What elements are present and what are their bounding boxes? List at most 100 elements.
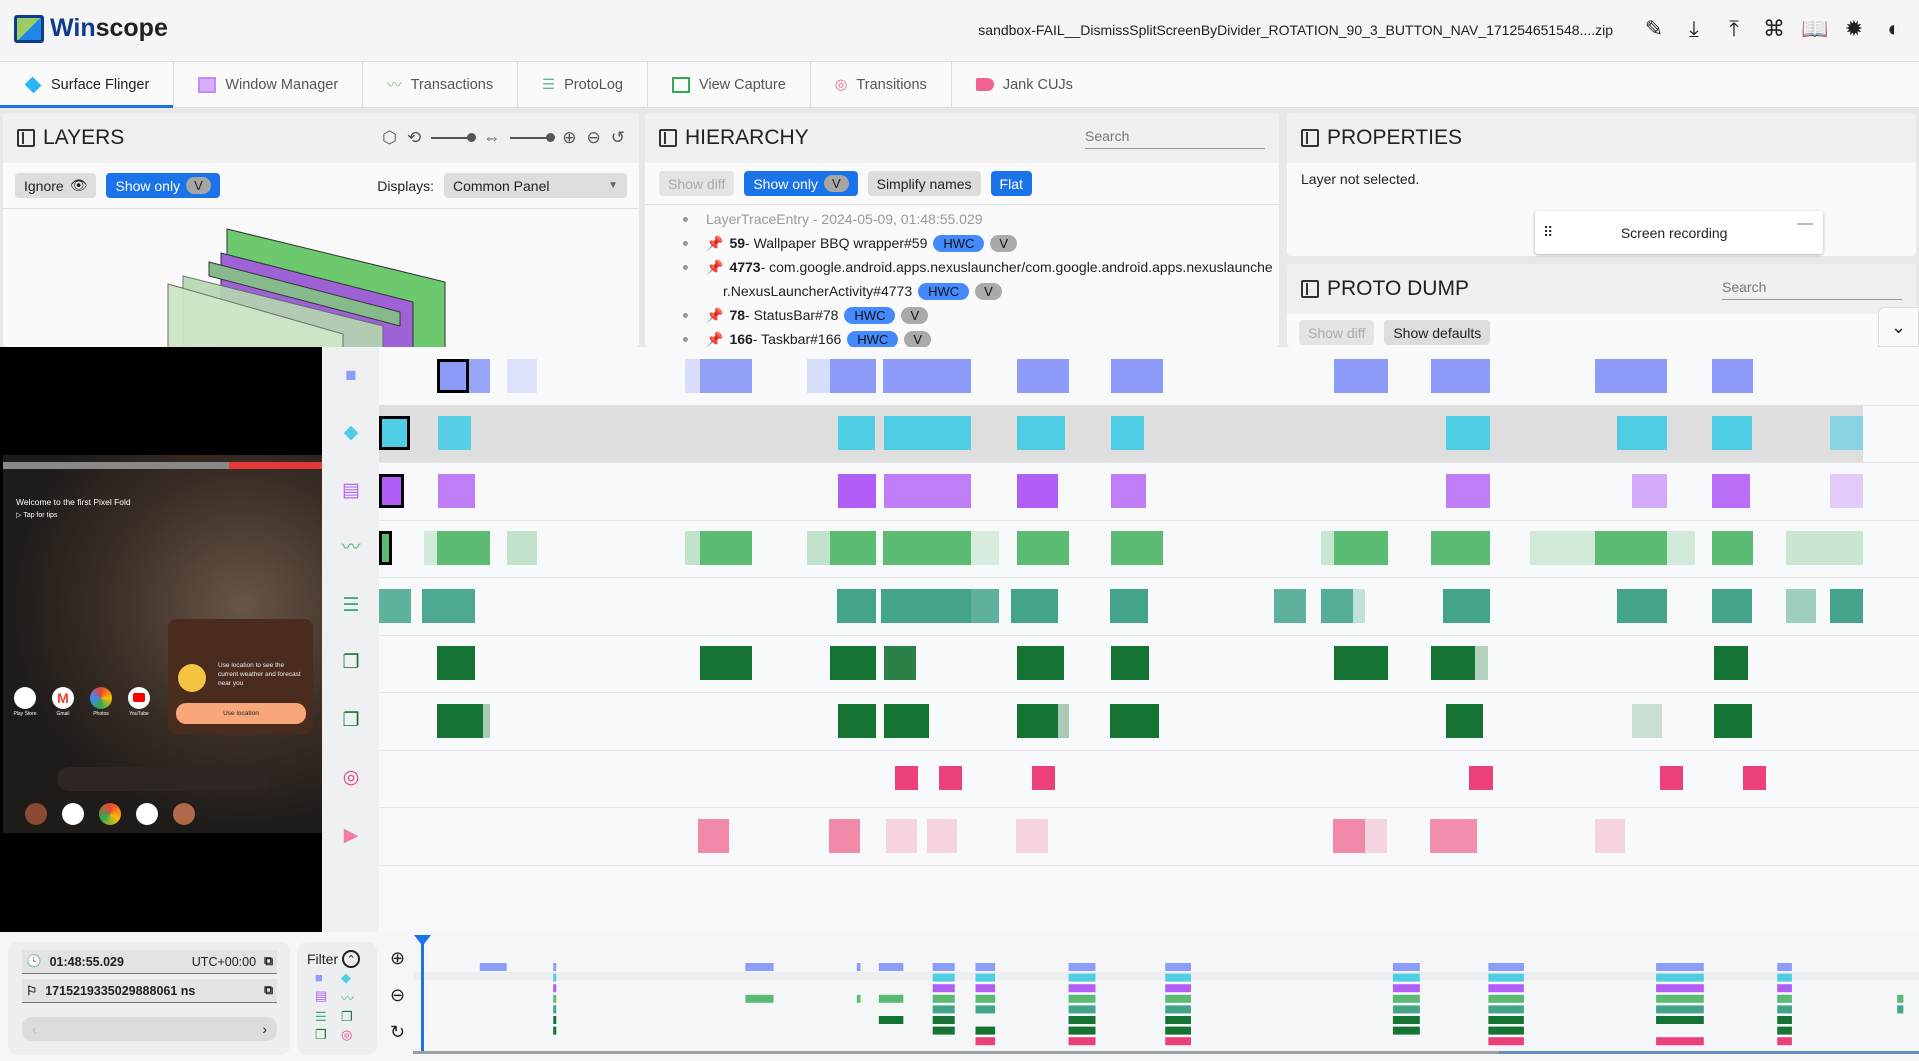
prev-entry-button[interactable]: ‹ xyxy=(32,1021,37,1037)
trace-entry[interactable] xyxy=(1111,416,1145,451)
trace-entry[interactable] xyxy=(379,588,412,623)
trace-entry[interactable] xyxy=(436,646,475,681)
pin-icon[interactable]: 📌 xyxy=(706,330,724,347)
trace-entry[interactable] xyxy=(1111,646,1150,681)
trace-entry[interactable] xyxy=(1332,818,1365,853)
copy-icon[interactable]: ⧉ xyxy=(264,954,273,968)
tree-node[interactable]: 📌 78 - StatusBar#78 HWC V xyxy=(683,303,1279,327)
trace-entry[interactable] xyxy=(1364,818,1387,853)
trace-entry[interactable] xyxy=(1111,473,1146,508)
trace-entry[interactable] xyxy=(1631,473,1668,508)
trace-entry[interactable] xyxy=(1334,646,1388,681)
mini-scrollbar[interactable] xyxy=(413,1051,1919,1054)
copy-icon[interactable]: ⧉ xyxy=(264,983,273,997)
trace-entry[interactable] xyxy=(1742,766,1767,791)
transitions-icon[interactable]: ◎ xyxy=(342,767,360,789)
trace-entry[interactable] xyxy=(1631,703,1663,738)
trace-entry[interactable] xyxy=(1785,531,1863,566)
tab-transitions[interactable]: ◎ Transitions xyxy=(811,61,952,108)
trace-entry[interactable] xyxy=(436,703,484,738)
trace-entry[interactable] xyxy=(1320,588,1353,623)
ignore-button[interactable]: Ignore 👁 xyxy=(15,173,97,198)
simplify-names-button[interactable]: Simplify names xyxy=(867,171,981,196)
trace-entry[interactable] xyxy=(700,646,752,681)
trace-entry[interactable] xyxy=(1274,588,1306,623)
trace-entry[interactable] xyxy=(828,818,861,853)
trace-entry[interactable] xyxy=(1430,358,1490,393)
trace-entry[interactable] xyxy=(1430,646,1475,681)
mini-timeline[interactable] xyxy=(413,932,1919,1061)
trace-entry[interactable] xyxy=(882,358,971,393)
trace-entry[interactable] xyxy=(886,818,917,853)
minimize-icon[interactable] xyxy=(1797,222,1813,225)
trace-entry[interactable] xyxy=(1443,588,1490,623)
dark-mode-icon[interactable]: ◐ xyxy=(1887,16,1901,41)
selected-entry[interactable] xyxy=(379,531,392,566)
surface-flinger-icon[interactable]: ◆ xyxy=(343,422,359,444)
flat-button[interactable]: Flat xyxy=(990,171,1032,196)
view-capture-icon[interactable]: ❐ xyxy=(315,1027,327,1042)
pin-icon[interactable]: 📌 xyxy=(706,258,724,275)
rotation-slider[interactable] xyxy=(431,133,477,142)
trace-entry[interactable] xyxy=(970,588,999,623)
trace-entry[interactable] xyxy=(838,473,877,508)
zoom-out-icon[interactable]: ⊖ xyxy=(586,128,601,147)
trace-entry[interactable] xyxy=(829,358,877,393)
screen-recording-icon[interactable]: ■ xyxy=(345,364,357,386)
tab-protolog[interactable]: ☰ ProtoLog xyxy=(518,61,648,108)
trace-entry[interactable] xyxy=(1713,646,1748,681)
screen-recording-window[interactable]: ⠿ Screen recording xyxy=(1535,211,1823,254)
transactions-icon[interactable]: 〰 xyxy=(341,537,361,559)
tab-view-capture[interactable]: View Capture xyxy=(648,61,811,108)
trace-entry[interactable] xyxy=(881,588,971,623)
trace-entry[interactable] xyxy=(1031,766,1056,791)
layers-3d-view[interactable] xyxy=(3,209,639,347)
trace-entry[interactable] xyxy=(883,473,971,508)
download-icon[interactable]: ⤓ xyxy=(1689,16,1699,41)
trace-entry[interactable] xyxy=(883,703,929,738)
show-only-button[interactable]: Show only V xyxy=(744,171,858,196)
trace-entry[interactable] xyxy=(1785,588,1817,623)
trace-entry[interactable] xyxy=(483,703,490,738)
transactions-icon[interactable]: 〰 xyxy=(341,991,355,1006)
trace-entry[interactable] xyxy=(1829,473,1863,508)
tree-root[interactable]: LayerTraceEntry - 2024-05-09, 01:48:55.0… xyxy=(683,207,1279,231)
zoom-in-icon[interactable]: ⊕ xyxy=(390,948,406,968)
trace-entry[interactable] xyxy=(1594,358,1668,393)
pin-icon[interactable]: 📌 xyxy=(706,234,724,251)
expand-timeline-button[interactable]: ⌄ xyxy=(1878,307,1919,347)
trace-entry[interactable] xyxy=(1445,416,1490,451)
trace-entry[interactable] xyxy=(829,531,877,566)
trace-entry[interactable] xyxy=(1320,531,1335,566)
tab-jank-cujs[interactable]: Jank CUJs xyxy=(952,62,1097,108)
trace-entry[interactable] xyxy=(1616,416,1668,451)
trace-entry[interactable] xyxy=(1017,358,1069,393)
zoom-out-icon[interactable]: ⊖ xyxy=(390,985,406,1005)
trace-entry[interactable] xyxy=(1334,531,1388,566)
trace-entry[interactable] xyxy=(1713,703,1752,738)
trace-entry[interactable] xyxy=(1474,646,1489,681)
hierarchy-search-input[interactable]: Search xyxy=(1085,128,1265,149)
trace-entry[interactable] xyxy=(837,588,877,623)
trace-entry[interactable] xyxy=(1659,766,1683,791)
trace-entry[interactable] xyxy=(806,531,830,566)
collapse-icon[interactable] xyxy=(659,129,677,147)
trace-entry[interactable] xyxy=(700,531,752,566)
window-manager-icon[interactable]: ▤ xyxy=(342,479,360,501)
trace-entry[interactable] xyxy=(1667,531,1696,566)
documentation-icon[interactable]: 📖 xyxy=(1801,16,1829,41)
selected-entry[interactable] xyxy=(379,473,404,508)
trace-entry[interactable] xyxy=(882,531,971,566)
tab-transactions[interactable]: 〰 Transactions xyxy=(363,61,519,108)
trace-entry[interactable] xyxy=(1017,473,1058,508)
trace-entry[interactable] xyxy=(1057,703,1069,738)
trace-entry[interactable] xyxy=(438,473,475,508)
rotate-icon[interactable]: ⟲ xyxy=(407,128,422,147)
trace-entry[interactable] xyxy=(1445,473,1490,508)
trace-entry[interactable] xyxy=(1530,531,1595,566)
trace-entry[interactable] xyxy=(697,818,730,853)
keyboard-shortcuts-icon[interactable]: ⌘ xyxy=(1763,16,1785,41)
view-capture-icon[interactable]: ❐ xyxy=(342,709,360,731)
time-cursor-handle[interactable] xyxy=(414,935,431,946)
tree-node[interactable]: 📌 4773 - com.google.android.apps.nexuslau… xyxy=(683,255,1279,279)
